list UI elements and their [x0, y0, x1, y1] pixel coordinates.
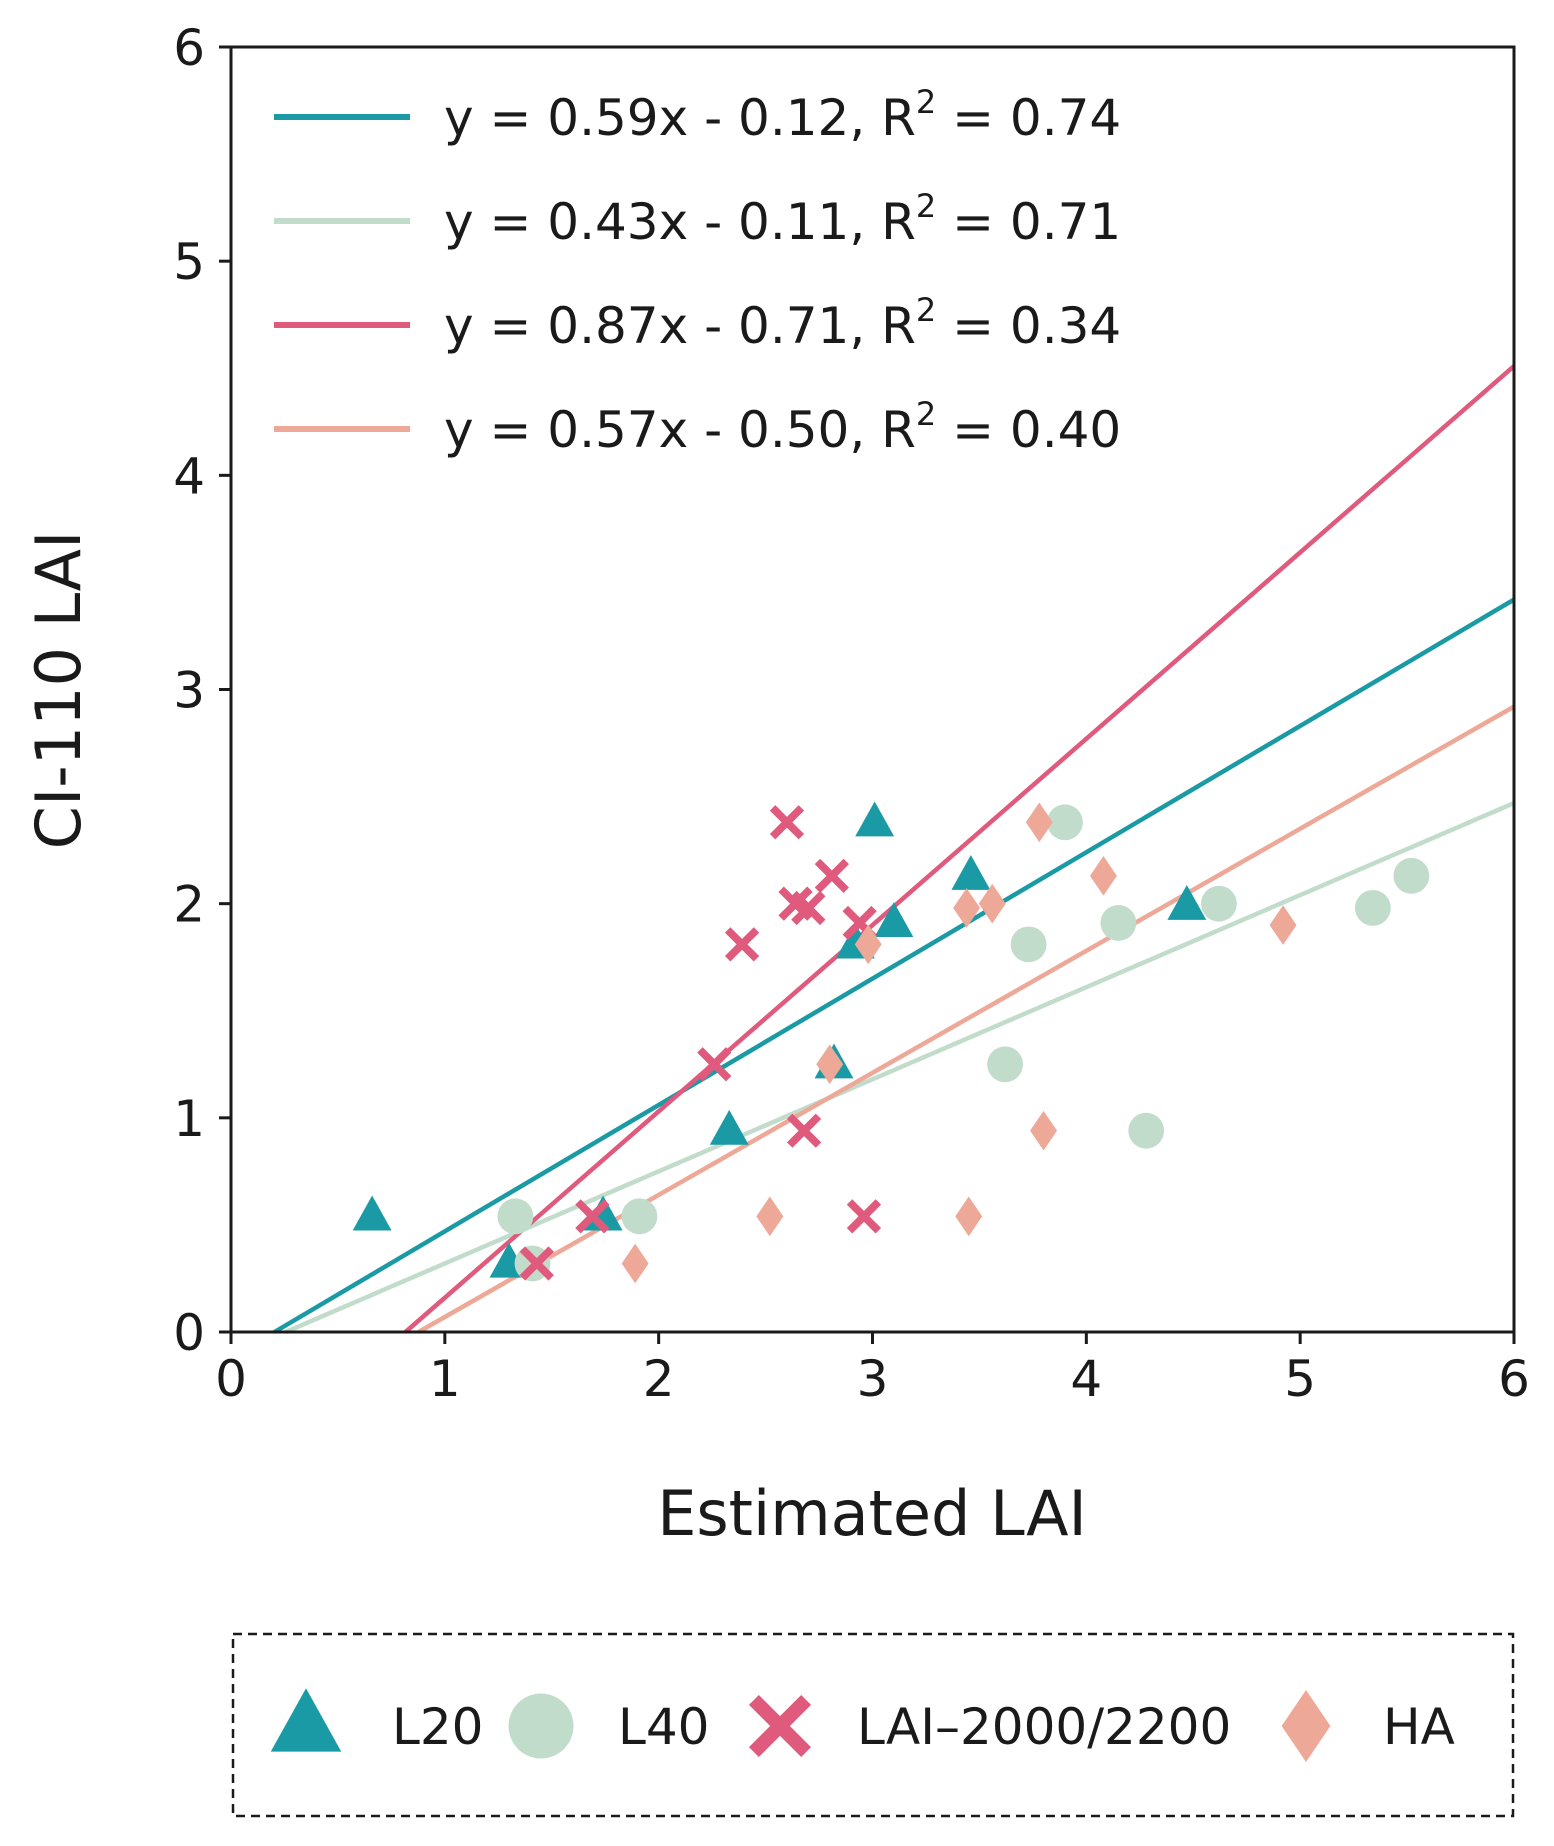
point-lai [724, 927, 760, 962]
point-ha [854, 924, 882, 965]
point-ha [756, 1196, 784, 1237]
point-lai [846, 1199, 882, 1234]
y-tick-label: 3 [173, 662, 205, 720]
fit-line-l40 [284, 800, 1515, 1335]
fit-label-superscript: 2 [916, 291, 936, 329]
point-ha [1269, 905, 1297, 945]
fit-legend-label: y = 0.43x - 0.11, R2 = 0.71 [444, 187, 1121, 251]
fit-line-l20 [273, 597, 1516, 1334]
marker-legend-label: L40 [618, 1698, 709, 1756]
fit-label-main: y = 0.87x - 0.71, R [444, 297, 916, 355]
point-l40 [621, 1198, 658, 1235]
marker-legend-label: HA [1383, 1698, 1455, 1756]
marker-legend-label: L20 [392, 1698, 483, 1756]
x-axis-title: Estimated LAI [657, 1477, 1087, 1550]
point-ha [816, 1044, 844, 1085]
fit-label-main: y = 0.59x - 0.12, R [444, 89, 916, 147]
point-l20 [855, 801, 895, 837]
fit-legend-label: y = 0.59x - 0.12, R2 = 0.74 [444, 83, 1121, 147]
fit-legend-entry-l20: y = 0.59x - 0.12, R2 = 0.74 [274, 83, 1121, 147]
y-tick-label: 2 [173, 876, 205, 934]
fit-label-main: y = 0.57x - 0.50, R [444, 401, 916, 459]
x-tick-label: 3 [857, 1350, 889, 1408]
fit-legend: y = 0.59x - 0.12, R2 = 0.74y = 0.43x - 0… [274, 83, 1121, 459]
point-l40 [1010, 926, 1047, 963]
x-tick-label: 2 [643, 1350, 675, 1408]
fit-legend-label: y = 0.57x - 0.50, R2 = 0.40 [444, 395, 1121, 459]
fit-legend-label: y = 0.87x - 0.71, R2 = 0.34 [444, 291, 1121, 355]
point-l40 [1100, 905, 1137, 941]
marker-legend-entry-lai: LAI–2000/2200 [748, 1694, 1231, 1758]
y-tick-label: 1 [173, 1090, 205, 1148]
point-l40 [1047, 804, 1083, 841]
fit-label-value: = 0.34 [936, 297, 1121, 355]
point-lai [769, 805, 805, 840]
point-ha [1025, 802, 1053, 843]
marker-legend-entry-l20: L20 [270, 1688, 483, 1756]
point-l20 [709, 1109, 749, 1145]
point-l20 [951, 854, 991, 890]
fit-label-superscript: 2 [916, 187, 936, 225]
point-ha [978, 883, 1006, 924]
marker-legend: L20 L40 LAI–2000/2200 HA [270, 1688, 1455, 1762]
x-tick-label: 5 [1284, 1350, 1316, 1408]
fit-label-value: = 0.71 [936, 193, 1121, 251]
fit-legend-entry-lai: y = 0.87x - 0.71, R2 = 0.34 [274, 291, 1121, 355]
y-tick-label: 0 [173, 1304, 205, 1362]
point-l40 [1354, 890, 1391, 926]
y-tick-label: 5 [173, 233, 205, 291]
point-lai [575, 1199, 610, 1234]
fit-label-value: = 0.40 [936, 401, 1121, 459]
marker-legend-entry-ha: HA [1281, 1690, 1455, 1762]
legend-marker-lai [748, 1694, 812, 1758]
point-ha [953, 888, 981, 928]
y-tick-label: 6 [173, 19, 205, 77]
legend-marker-l20 [270, 1688, 342, 1752]
fit-legend-entry-ha: y = 0.57x - 0.50, R2 = 0.40 [274, 395, 1121, 459]
fit-legend-entry-l40: y = 0.43x - 0.11, R2 = 0.71 [274, 187, 1121, 251]
x-tick-label: 1 [429, 1350, 461, 1408]
point-l40 [1393, 857, 1430, 894]
point-lai [519, 1246, 554, 1281]
legend-marker-l40 [508, 1693, 574, 1759]
marker-legend-entry-l40: L40 [508, 1693, 709, 1759]
point-lai [786, 1113, 822, 1148]
point-l40 [497, 1198, 534, 1235]
point-l20 [874, 902, 914, 938]
x-tick-label: 0 [215, 1350, 247, 1408]
point-l40 [1128, 1112, 1165, 1149]
fit-label-main: y = 0.43x - 0.11, R [444, 193, 916, 251]
fit-label-value: = 0.74 [936, 89, 1121, 147]
point-lai [814, 858, 849, 893]
point-lai [791, 890, 826, 926]
marker-legend-label: LAI–2000/2200 [857, 1698, 1231, 1756]
point-ha [621, 1243, 649, 1284]
point-l40 [1200, 885, 1237, 922]
legend-marker-ha [1281, 1690, 1331, 1762]
fit-line-lai [404, 364, 1516, 1334]
point-ha [1030, 1110, 1058, 1151]
y-axis-title: CI-110 LAI [22, 531, 95, 850]
x-tick-label: 6 [1498, 1350, 1530, 1408]
point-l20 [352, 1195, 392, 1231]
point-l40 [987, 1046, 1023, 1083]
fit-label-superscript: 2 [916, 83, 936, 121]
point-ha [955, 1196, 983, 1237]
point-ha [1090, 855, 1117, 896]
fit-line-ha [417, 704, 1516, 1334]
fit-label-superscript: 2 [916, 395, 936, 433]
point-l20 [1167, 884, 1207, 920]
x-tick-label: 4 [1070, 1350, 1102, 1408]
point-lai [697, 1047, 732, 1082]
y-tick-label: 4 [173, 447, 205, 505]
